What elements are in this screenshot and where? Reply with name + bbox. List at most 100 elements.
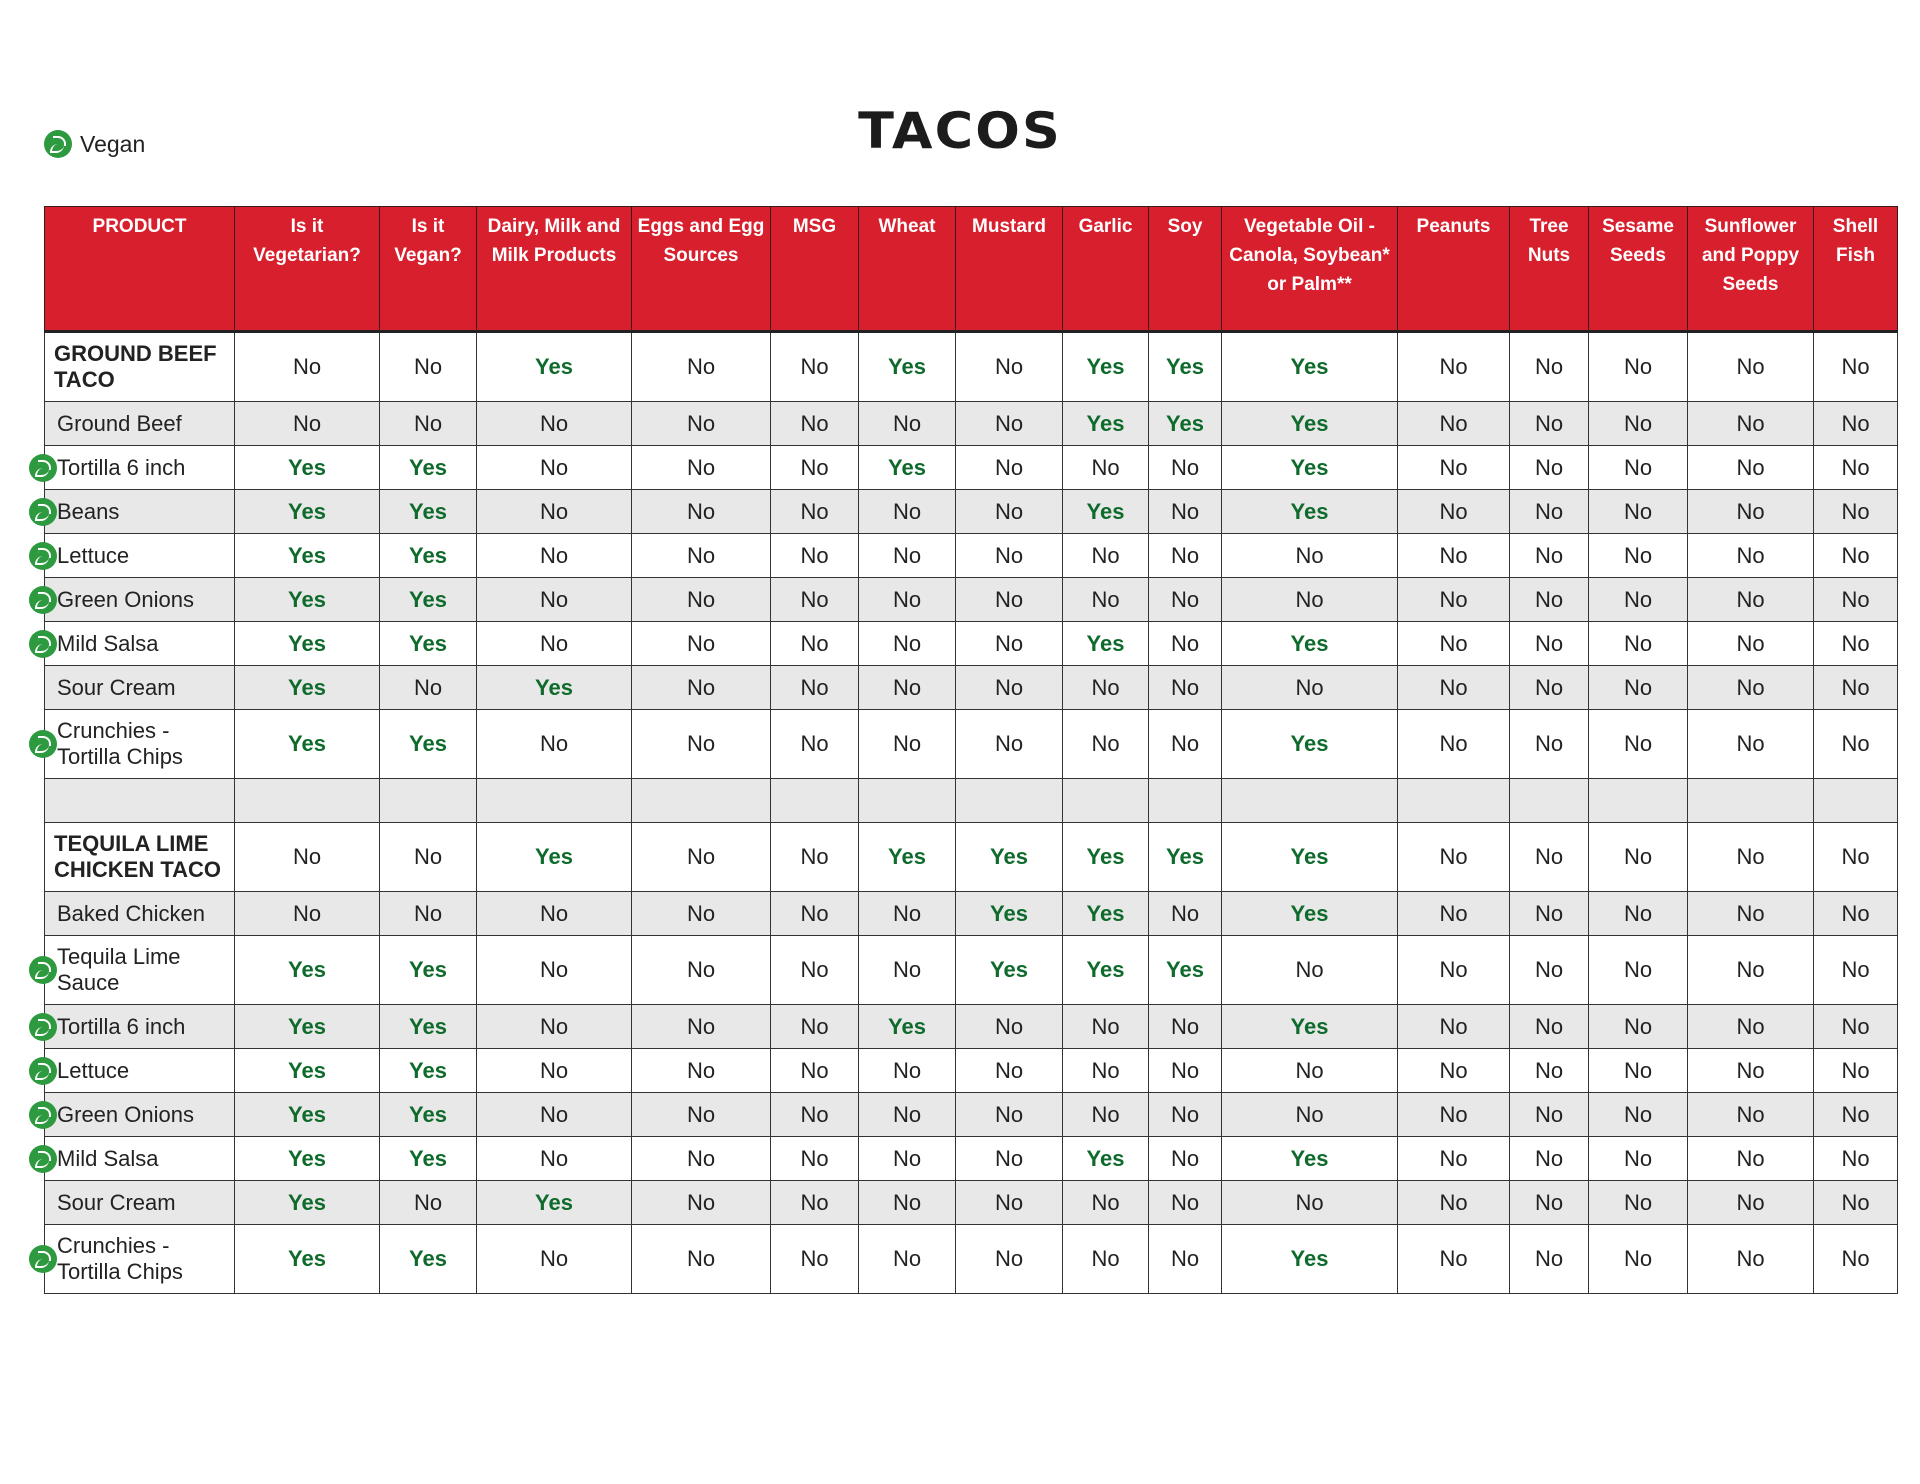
allergen-cell: No: [1509, 891, 1589, 936]
allergen-cell: No: [1813, 331, 1898, 402]
allergen-cell: No: [631, 665, 771, 710]
allergen-cell: No: [1397, 665, 1510, 710]
product-name-cell: Tequila Lime Sauce: [29, 935, 235, 1005]
column-header: Is it Vegetarian?: [234, 206, 380, 333]
allergen-cell: No: [1813, 1180, 1898, 1225]
product-name-cell: Tortilla 6 inch: [29, 1004, 235, 1049]
allergen-cell: [379, 778, 477, 823]
allergen-cell: No: [1588, 1092, 1688, 1137]
allergen-cell: No: [1221, 935, 1398, 1005]
allergen-cell: No: [1148, 577, 1222, 622]
allergen-cell: No: [1813, 1136, 1898, 1181]
allergen-cell: No: [1687, 1180, 1814, 1225]
table-row: Sour Cream Yes No Yes No No No No No No No No No No No…: [44, 1180, 1898, 1225]
allergen-cell: [1509, 778, 1589, 823]
allergen-cell: No: [1509, 709, 1589, 779]
allergen-cell: Yes: [476, 1180, 632, 1225]
allergen-cell: No: [1509, 1048, 1589, 1093]
product-name: GROUND BEEF TACO: [54, 341, 217, 392]
allergen-cell: [1221, 778, 1398, 823]
vegan-leaf-icon: [29, 453, 57, 482]
vegan-leaf-icon: [44, 130, 72, 158]
allergen-cell: No: [1509, 665, 1589, 710]
allergen-cell: No: [955, 401, 1063, 446]
product-name: Mild Salsa: [57, 630, 159, 656]
allergen-cell: No: [955, 445, 1063, 490]
product-name: Beans: [57, 498, 120, 524]
allergen-cell: No: [1813, 621, 1898, 666]
allergen-cell: No: [631, 1136, 771, 1181]
allergen-cell: No: [631, 331, 771, 402]
allergen-cell: No: [1509, 935, 1589, 1005]
allergen-cell: No: [234, 401, 380, 446]
allergen-cell: No: [1813, 935, 1898, 1005]
allergen-cell: No: [379, 665, 477, 710]
allergen-cell: No: [631, 1004, 771, 1049]
allergen-cell: No: [476, 1136, 632, 1181]
allergen-cell: No: [1397, 1224, 1510, 1294]
allergen-cell: No: [858, 891, 956, 936]
allergen-cell: No: [631, 577, 771, 622]
allergen-cell: No: [1687, 822, 1814, 892]
allergen-cell: No: [858, 665, 956, 710]
allergen-cell: No: [1509, 621, 1589, 666]
allergen-cell: Yes: [1148, 401, 1222, 446]
vegan-leaf-icon: [29, 585, 57, 614]
product-name-cell: Crunchies - Tortilla Chips: [29, 709, 235, 779]
allergen-cell: Yes: [234, 489, 380, 534]
table-row: Mild Salsa Yes Yes No No No No No Yes No Yes No No No…: [29, 1136, 1898, 1181]
allergen-cell: No: [1687, 1224, 1814, 1294]
table-row: Tortilla 6 inch Yes Yes No No No Yes No No No Yes N…: [29, 445, 1898, 490]
allergen-cell: No: [1062, 1180, 1149, 1225]
vegan-leaf-icon: [29, 956, 57, 984]
allergen-cell: Yes: [1221, 621, 1398, 666]
allergen-cell: No: [1687, 935, 1814, 1005]
allergen-cell: No: [955, 665, 1063, 710]
allergen-cell: No: [1588, 822, 1688, 892]
allergen-cell: Yes: [1148, 331, 1222, 402]
column-header: Wheat: [858, 206, 956, 333]
allergen-cell: No: [1687, 621, 1814, 666]
allergen-cell: No: [1148, 445, 1222, 490]
product-name: Baked Chicken: [57, 900, 205, 926]
allergen-cell: No: [631, 533, 771, 578]
table-row: Tortilla 6 inch Yes Yes No No No Yes No No No Yes N…: [29, 1004, 1898, 1049]
allergen-cell: No: [1062, 1048, 1149, 1093]
allergen-cell: No: [1397, 1180, 1510, 1225]
product-name: TEQUILA LIME CHICKEN TACO: [54, 831, 222, 882]
allergen-cell: No: [1687, 1092, 1814, 1137]
allergen-cell: No: [858, 1136, 956, 1181]
product-name-cell: Crunchies - Tortilla Chips: [29, 1224, 235, 1294]
allergen-cell: No: [631, 621, 771, 666]
allergen-cell: No: [770, 1092, 859, 1137]
allergen-cell: Yes: [858, 445, 956, 490]
allergen-cell: No: [858, 621, 956, 666]
allergen-cell: No: [1062, 1224, 1149, 1294]
allergen-cell: Yes: [955, 935, 1063, 1005]
allergen-cell: Yes: [1221, 445, 1398, 490]
allergen-cell: No: [1148, 1180, 1222, 1225]
allergen-cell: No: [631, 935, 771, 1005]
allergen-cell: No: [379, 891, 477, 936]
allergen-cell: No: [1813, 1048, 1898, 1093]
allergen-cell: No: [858, 709, 956, 779]
allergen-cell: [631, 778, 771, 823]
allergen-cell: No: [955, 489, 1063, 534]
allergen-cell: No: [1062, 577, 1149, 622]
allergen-cell: No: [1588, 621, 1688, 666]
allergen-cell: No: [631, 1180, 771, 1225]
allergen-cell: No: [631, 1048, 771, 1093]
allergen-cell: No: [1509, 577, 1589, 622]
column-header: Is it Vegan?: [379, 206, 477, 333]
allergen-cell: No: [1588, 445, 1688, 490]
allergen-cell: Yes: [1148, 822, 1222, 892]
allergen-cell: No: [955, 1092, 1063, 1137]
allergen-cell: Yes: [1062, 401, 1149, 446]
allergen-cell: No: [955, 331, 1063, 402]
allergen-cell: No: [1588, 1224, 1688, 1294]
allergen-cell: No: [955, 1180, 1063, 1225]
header-row: PRODUCT Is it Vegetarian? Is it Vegan? Dair…: [44, 206, 1898, 333]
allergen-cell: No: [770, 533, 859, 578]
allergen-cell: Yes: [1221, 1136, 1398, 1181]
allergen-cell: No: [1397, 621, 1510, 666]
